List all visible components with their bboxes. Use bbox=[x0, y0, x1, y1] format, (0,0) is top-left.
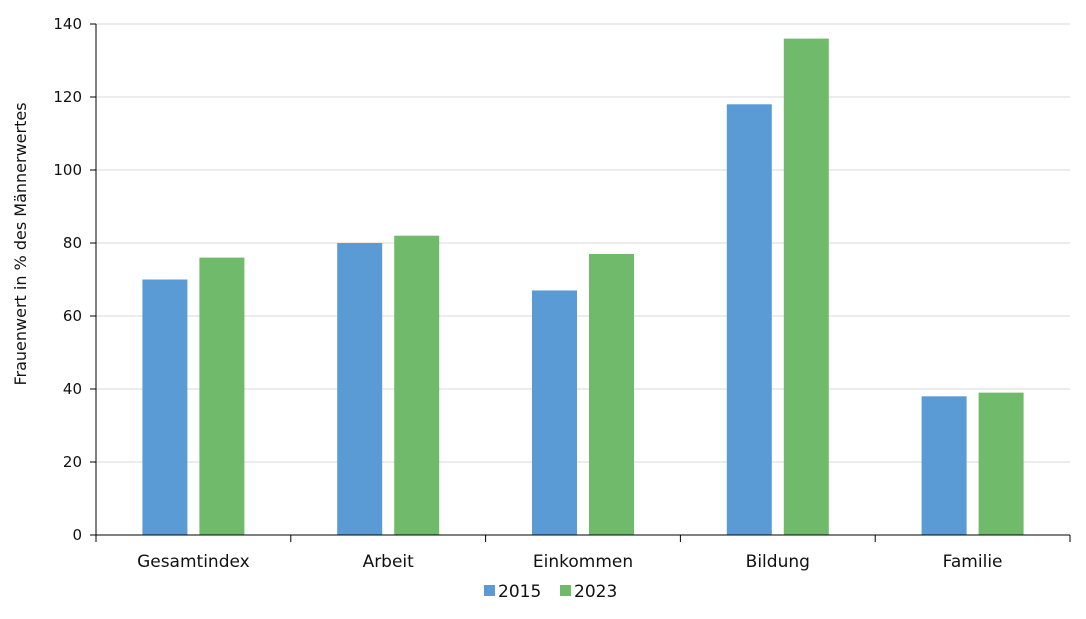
legend: 2015 2023 bbox=[484, 582, 617, 602]
legend-swatch-2023 bbox=[560, 585, 571, 596]
legend-label-2015: 2015 bbox=[498, 582, 541, 602]
y-tick-label: 140 bbox=[53, 15, 82, 33]
gridlines bbox=[90, 23, 1070, 536]
axes bbox=[95, 24, 1071, 542]
legend-swatch-2015 bbox=[484, 585, 495, 596]
bar-2023-familie bbox=[978, 392, 1024, 535]
y-tick-label: 60 bbox=[63, 307, 82, 325]
bar-2015-arbeit bbox=[337, 243, 383, 535]
y-tick-label: 0 bbox=[72, 526, 82, 544]
y-tick-label: 80 bbox=[63, 234, 82, 252]
y-tick-label: 20 bbox=[63, 453, 82, 471]
bar-2023-gesamtindex bbox=[199, 257, 245, 535]
bar-2023-einkommen bbox=[589, 253, 634, 535]
x-tick-labels: Gesamtindex Arbeit Einkommen Bildung Familie bbox=[137, 552, 1002, 572]
y-tick-label: 100 bbox=[53, 161, 82, 179]
y-axis-title: Frauenwert in % des Männerwertes bbox=[11, 102, 30, 385]
y-tick-labels: 0 20 40 60 80 100 120 140 bbox=[53, 15, 82, 544]
x-tick-label: Arbeit bbox=[363, 552, 415, 572]
legend-label-2023: 2023 bbox=[574, 582, 617, 602]
x-tick-label: Gesamtindex bbox=[137, 552, 250, 572]
x-tick-label: Einkommen bbox=[533, 552, 633, 572]
bar-2015-familie bbox=[921, 396, 967, 535]
y-tick-label: 120 bbox=[53, 88, 82, 106]
bar-2015-bildung bbox=[726, 104, 772, 536]
bar-2015-einkommen bbox=[532, 290, 577, 535]
y-tick-label: 40 bbox=[63, 380, 82, 398]
bar-2015-gesamtindex bbox=[142, 279, 188, 535]
x-tick-label: Familie bbox=[943, 552, 1003, 572]
x-tick-label: Bildung bbox=[746, 552, 810, 572]
bar-2023-bildung bbox=[783, 38, 829, 535]
bars bbox=[142, 38, 1024, 536]
bar-2023-arbeit bbox=[394, 235, 440, 535]
